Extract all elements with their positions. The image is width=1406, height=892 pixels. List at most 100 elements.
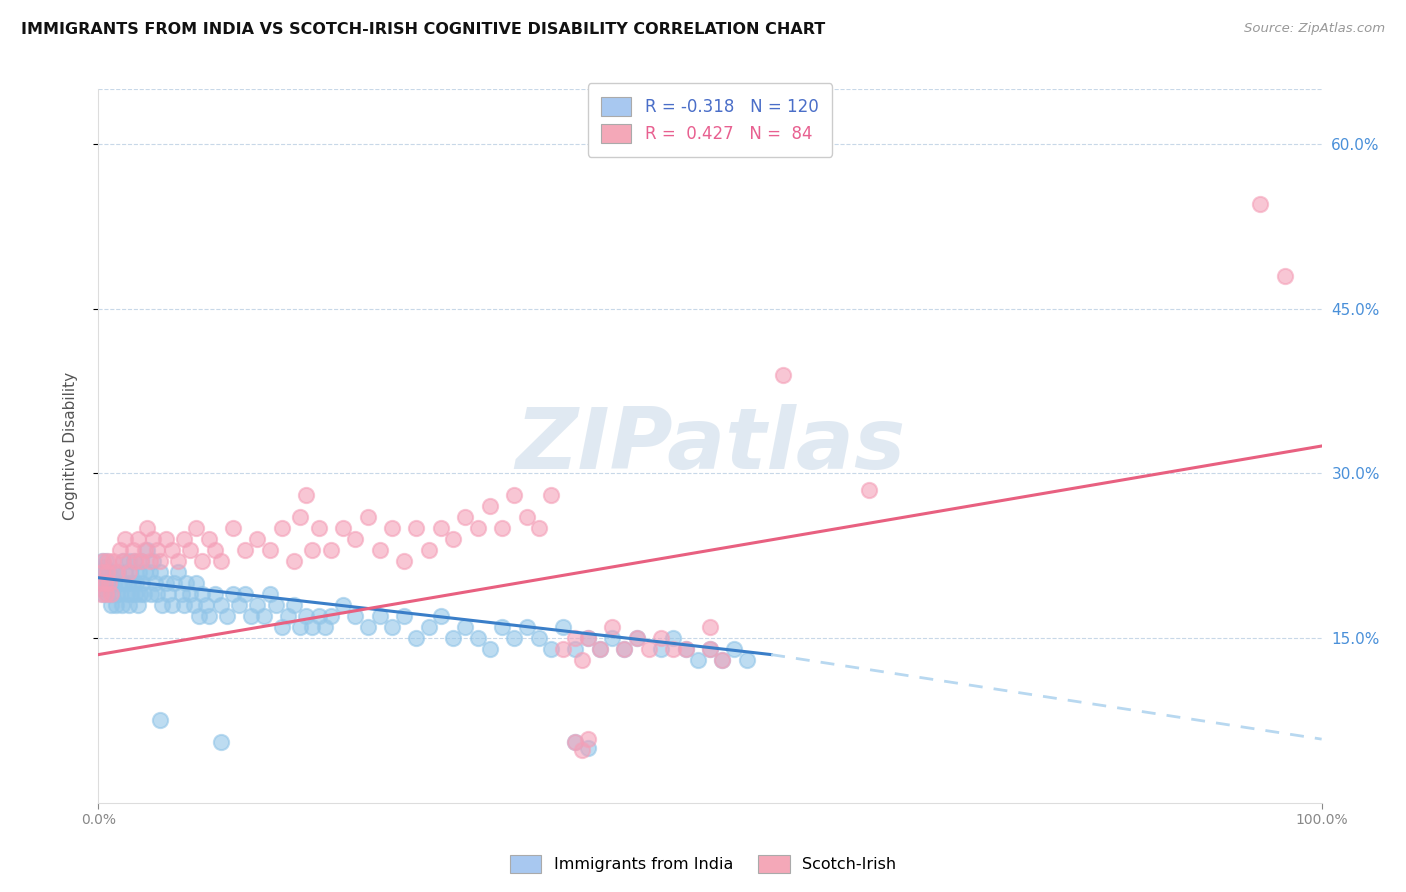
Point bbox=[149, 714, 172, 728]
Point bbox=[118, 566, 141, 580]
Point bbox=[564, 735, 586, 749]
Point bbox=[540, 642, 562, 657]
Point bbox=[115, 587, 138, 601]
Point bbox=[491, 521, 513, 535]
Point bbox=[112, 576, 135, 591]
Point bbox=[209, 735, 232, 749]
Point bbox=[228, 598, 250, 612]
Point bbox=[290, 510, 312, 524]
Point bbox=[356, 620, 378, 634]
Point bbox=[527, 631, 550, 645]
Point bbox=[142, 554, 165, 568]
Point bbox=[571, 743, 593, 757]
Point bbox=[110, 587, 132, 601]
Point bbox=[173, 598, 195, 612]
Point bbox=[121, 576, 143, 591]
Point bbox=[98, 576, 121, 591]
Point bbox=[314, 620, 336, 634]
Point bbox=[209, 598, 232, 612]
Point bbox=[176, 576, 198, 591]
Point bbox=[124, 554, 146, 568]
Point bbox=[89, 566, 111, 580]
Point bbox=[240, 609, 263, 624]
Point bbox=[308, 609, 330, 624]
Point bbox=[209, 554, 232, 568]
Point bbox=[129, 587, 152, 601]
Point bbox=[699, 620, 721, 634]
Point bbox=[142, 533, 165, 547]
Point bbox=[662, 642, 685, 657]
Point bbox=[128, 566, 150, 580]
Point bbox=[127, 533, 149, 547]
Point bbox=[222, 587, 245, 601]
Point bbox=[93, 576, 115, 591]
Point bbox=[93, 576, 115, 591]
Point bbox=[100, 598, 122, 612]
Point bbox=[114, 533, 136, 547]
Point bbox=[105, 566, 128, 580]
Point bbox=[146, 543, 169, 558]
Point bbox=[589, 642, 612, 657]
Point bbox=[675, 642, 697, 657]
Legend: Immigrants from India, Scotch-Irish: Immigrants from India, Scotch-Irish bbox=[503, 848, 903, 880]
Legend: R = -0.318   N = 120, R =  0.427   N =  84: R = -0.318 N = 120, R = 0.427 N = 84 bbox=[588, 83, 832, 157]
Point bbox=[157, 587, 180, 601]
Point bbox=[699, 642, 721, 657]
Point bbox=[454, 510, 477, 524]
Point bbox=[233, 543, 256, 558]
Point bbox=[626, 631, 648, 645]
Point bbox=[91, 587, 114, 601]
Point bbox=[136, 521, 159, 535]
Point bbox=[160, 543, 183, 558]
Point bbox=[204, 543, 226, 558]
Point bbox=[149, 566, 172, 580]
Point bbox=[553, 642, 575, 657]
Point bbox=[515, 510, 537, 524]
Point bbox=[467, 521, 489, 535]
Point bbox=[295, 609, 318, 624]
Point bbox=[600, 631, 623, 645]
Point bbox=[301, 620, 323, 634]
Point bbox=[332, 521, 354, 535]
Point bbox=[308, 521, 330, 535]
Point bbox=[97, 554, 120, 568]
Point bbox=[246, 533, 269, 547]
Point bbox=[441, 631, 464, 645]
Point bbox=[564, 735, 586, 749]
Point bbox=[124, 587, 146, 601]
Point bbox=[90, 587, 112, 601]
Point bbox=[183, 598, 205, 612]
Point bbox=[283, 598, 305, 612]
Point bbox=[264, 598, 287, 612]
Point bbox=[576, 631, 599, 645]
Point bbox=[430, 521, 453, 535]
Point bbox=[467, 631, 489, 645]
Point bbox=[155, 576, 177, 591]
Point bbox=[150, 598, 173, 612]
Point bbox=[319, 543, 342, 558]
Point bbox=[149, 554, 172, 568]
Point bbox=[233, 587, 256, 601]
Point bbox=[368, 609, 391, 624]
Point bbox=[290, 620, 312, 634]
Point bbox=[405, 521, 427, 535]
Point bbox=[101, 554, 124, 568]
Point bbox=[626, 631, 648, 645]
Point bbox=[160, 598, 183, 612]
Point bbox=[295, 488, 318, 502]
Point bbox=[97, 576, 120, 591]
Point bbox=[101, 566, 124, 580]
Point bbox=[107, 566, 129, 580]
Point bbox=[134, 566, 156, 580]
Point bbox=[114, 566, 136, 580]
Point bbox=[91, 554, 114, 568]
Point bbox=[576, 631, 599, 645]
Point bbox=[858, 483, 880, 497]
Point bbox=[129, 554, 152, 568]
Point bbox=[91, 554, 114, 568]
Point bbox=[103, 576, 125, 591]
Point bbox=[186, 521, 208, 535]
Point bbox=[418, 620, 440, 634]
Point bbox=[600, 620, 623, 634]
Point bbox=[118, 598, 141, 612]
